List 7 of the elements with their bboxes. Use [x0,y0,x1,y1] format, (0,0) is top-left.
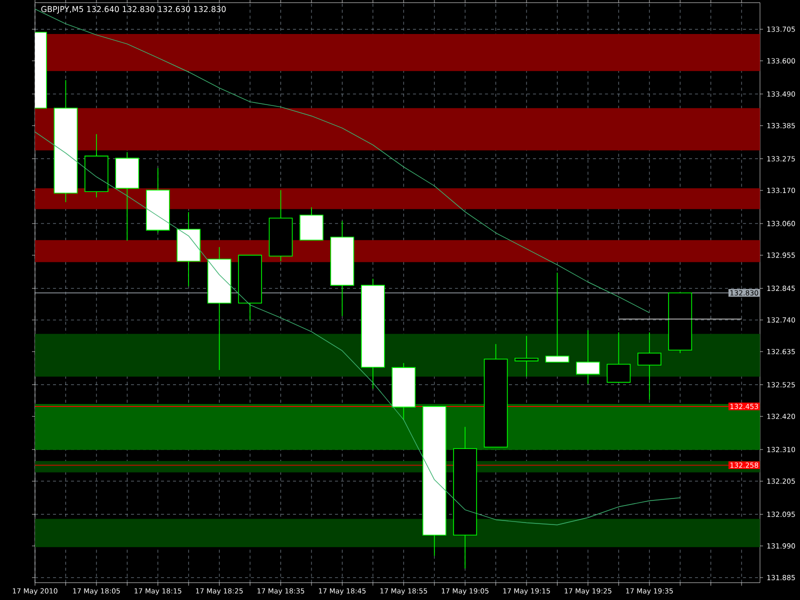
line-series [35,132,680,526]
chart-title: GBPJPY,M5 132.640 132.830 132.630 132.830 [41,6,226,14]
candlestick [637,332,662,400]
candlestick [606,332,631,383]
candlestick [514,336,538,378]
candlestick [545,272,570,363]
candlestick [576,330,600,384]
